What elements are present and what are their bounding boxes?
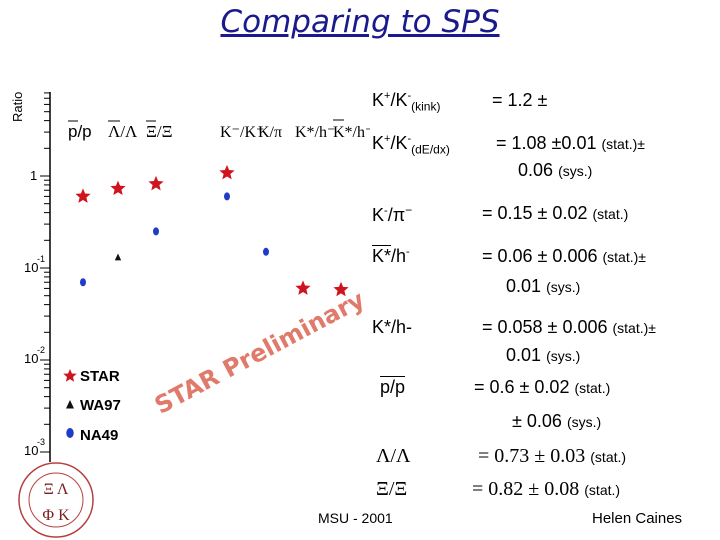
cat-label-kk: K⁻/K⁺ (220, 124, 264, 141)
result-6-sys: ± 0.06 (sys.) (512, 411, 602, 431)
legend-na49-label: NA49 (80, 427, 118, 444)
footer-center: MSU - 2001 (318, 510, 393, 526)
star-point (110, 180, 126, 195)
cat-label-kstarbar: K*/h⁻ (333, 124, 370, 141)
ytick-3-exp: -2 (37, 345, 45, 355)
ytick-3: 10 (24, 351, 38, 366)
star-point (75, 188, 91, 203)
legend-star-label: STAR (80, 368, 120, 385)
result-8-lhs: Ξ/Ξ (376, 478, 408, 500)
result-8-rhs: = 0.82 ± 0.08 (stat.) (472, 478, 621, 500)
slide-title: Comparing to SPS (220, 4, 500, 40)
legend: STAR WA97 NA49 (80, 368, 121, 444)
na49-point (263, 247, 269, 256)
result-2-sys: 0.06 (sys.) (518, 160, 593, 180)
ytick-2: 10 (24, 260, 38, 275)
ytick-2-exp: -1 (37, 254, 45, 264)
wa97-point (114, 253, 122, 261)
result-3-lhs: K-/π− (372, 203, 413, 225)
data-marks (63, 164, 349, 438)
na49-point (153, 227, 159, 236)
svg-text:Φ K: Φ K (42, 507, 70, 524)
result-2-rhs: = 1.08 ±0.01 (stat.)± (496, 133, 645, 153)
svg-text:Ξ Λ: Ξ Λ (43, 481, 68, 498)
result-7-lhs: Λ/Λ (376, 445, 411, 467)
result-3-rhs: = 0.15 ± 0.02 (stat.) (482, 203, 629, 223)
result-7-rhs: = 0.73 ± 0.03 (stat.) (478, 445, 627, 467)
cat-label-kstar: K*/h⁻ (295, 124, 335, 141)
result-1-rhs: = 1.2 ± (492, 90, 548, 110)
result-5-rhs: = 0.058 ± 0.006 (stat.)± (482, 317, 656, 337)
result-4-sys: 0.01 (sys.) (506, 276, 581, 296)
cat-label-xi: Ξ/Ξ (146, 122, 173, 141)
na49-point (224, 192, 230, 201)
ytick-4: 10 (24, 443, 38, 458)
ytick-1: 1 (30, 168, 37, 183)
result-6-rhs: = 0.6 ± 0.02 (stat.) (474, 377, 611, 397)
y-axis-ticks (40, 92, 50, 453)
cat-label-lambda: Λ/Λ (108, 122, 138, 141)
ratio-plot: Ratio p/p Λ/Λ Ξ/Ξ K⁻/K⁺ K/π K*/h⁻ K*/h⁻ … (10, 92, 370, 462)
star-point (295, 280, 311, 295)
y-axis-label: Ratio (10, 92, 25, 122)
legend-wa97-label: WA97 (80, 397, 121, 414)
footer-right: Helen Caines (592, 510, 683, 527)
result-5-sys: 0.01 (sys.) (506, 345, 581, 365)
result-5-lhs: K*/h- (372, 317, 413, 337)
cat-label-kpi: K/π (258, 124, 282, 141)
star-point (219, 164, 235, 180)
result-6-lhs: p/p (380, 377, 406, 397)
na49-point (80, 278, 86, 287)
star-point (148, 175, 164, 191)
result-2-lhs: K+/K-(dE/dx) (372, 133, 450, 157)
star-point (333, 281, 349, 297)
result-4-lhs: K*/h- (372, 246, 410, 266)
legend-na49-marker (66, 428, 74, 438)
ytick-4-exp: -3 (37, 437, 45, 447)
result-1-lhs: K+/K-(kink) (372, 90, 441, 114)
legend-star-marker (63, 369, 77, 382)
cat-label-pbar-p: p/p (68, 122, 92, 141)
legend-wa97-marker (66, 400, 74, 409)
star-collaboration-logo: Ξ Λ Φ K (18, 462, 94, 538)
result-4-rhs: = 0.06 ± 0.006 (stat.)± (482, 246, 646, 266)
